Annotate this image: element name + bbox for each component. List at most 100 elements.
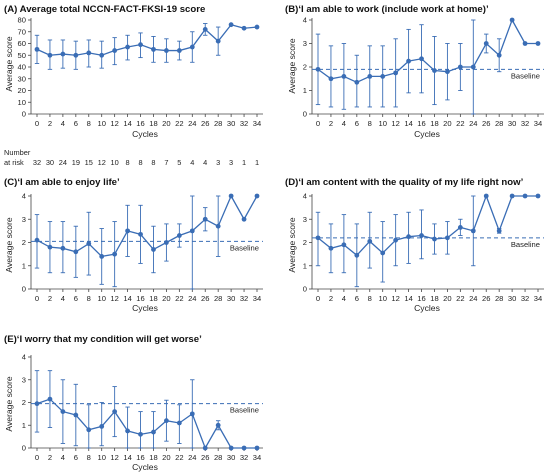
panel-c-ytick-label: 3 — [22, 215, 26, 224]
panel-c-xtick-label: 34 — [253, 294, 261, 303]
panel-a-xtick-label: 4 — [61, 119, 65, 128]
panel-c-xtick-label: 6 — [74, 294, 78, 303]
panel-b-ytick-label: 0 — [303, 110, 307, 119]
panel-d-xtick-label: 0 — [316, 294, 320, 303]
panel-b-data-point — [354, 79, 360, 85]
panel-b-xtick-label: 4 — [342, 119, 346, 128]
panel-e-data-point — [228, 445, 234, 451]
panel-d-xtick-label: 26 — [482, 294, 490, 303]
panel-e-data-point — [86, 427, 92, 433]
risk-value: 19 — [72, 158, 80, 167]
panel-b-data-point — [393, 70, 399, 76]
panel-d-xlabel: Cycles — [414, 303, 440, 313]
risk-value: 8 — [138, 158, 142, 167]
panel-e-data-point — [215, 422, 221, 428]
panel-d-data-point — [380, 250, 386, 256]
panel-d-data-point — [419, 233, 424, 238]
panel-a-xtick-label: 18 — [149, 119, 157, 128]
panel-d-data-point — [367, 238, 373, 244]
panel-c-xtick-label: 16 — [136, 294, 144, 303]
panel-d-xtick-label: 12 — [391, 294, 399, 303]
panel-e-data-point — [125, 428, 130, 434]
panel-c-xlabel: Cycles — [132, 303, 158, 313]
risk-value: 1 — [242, 158, 246, 167]
panel-d-series-line — [317, 194, 538, 257]
panel-a-ytick-label: 80 — [18, 16, 26, 25]
panel-a-ytick-label: 30 — [18, 74, 26, 83]
risk-value: 24 — [59, 158, 67, 167]
panel-e-data-point — [254, 445, 260, 451]
risk-table: 32 30 24 19 15 12 10 8 8 8 7 5 4 4 3 3 1 1 — [33, 158, 259, 167]
panel-a-xtick-label: 16 — [136, 119, 144, 128]
panel-a-ytick-label: 40 — [18, 63, 26, 72]
panel-d-xtick-label: 28 — [495, 294, 503, 303]
risk-value: 7 — [164, 158, 168, 167]
panel-e-data-point — [176, 420, 182, 426]
panel-a-ytick-label: 60 — [18, 39, 26, 48]
panel-a-ytick-label: 20 — [18, 86, 26, 95]
panel-b-xtick-label: 2 — [329, 119, 333, 128]
panel-b-data-point — [341, 74, 347, 79]
panel-c-data-point — [176, 233, 182, 238]
panel-d: (D)‘I am content with the quality of my … — [285, 177, 544, 313]
panel-b-data-point — [406, 58, 411, 64]
panel-e-xtick-label: 8 — [87, 453, 91, 462]
panel-c-data-point — [228, 193, 234, 199]
panel-b-xtick-label: 30 — [508, 119, 516, 128]
panel-c-xtick-label: 18 — [149, 294, 157, 303]
panel-d-data-point — [522, 193, 528, 199]
panel-d-xtick-label: 30 — [508, 294, 516, 303]
panel-a-xtick-label: 6 — [74, 119, 78, 128]
risk-value: 3 — [229, 158, 233, 167]
panel-d-title: (D)‘I am content with the quality of my … — [285, 177, 524, 188]
panel-b-xtick-label: 24 — [469, 119, 477, 128]
panel-a-xtick-label: 2 — [48, 119, 52, 128]
panel-d-ytick-label: 4 — [303, 192, 307, 201]
panel-c-xtick-label: 26 — [201, 294, 209, 303]
panel-c-ytick-label: 0 — [22, 285, 26, 294]
panel-a-data-point — [138, 42, 143, 48]
panel-d-xtick-label: 8 — [368, 294, 372, 303]
panel-a-xtick-label: 12 — [110, 119, 118, 128]
panel-a: (A) Average total NCCN-FACT-FKSI-19 scor… — [4, 4, 263, 167]
panel-c-data-point — [60, 245, 66, 251]
panel-e-xtick-label: 6 — [74, 453, 78, 462]
panel-b-ytick-label: 3 — [303, 39, 307, 48]
panel-e-xlabel: Cycles — [132, 462, 158, 472]
panel-b-xtick-label: 14 — [404, 119, 412, 128]
panel-a-data-point — [176, 48, 182, 53]
panel-e-xtick-label: 30 — [227, 453, 235, 462]
risk-value: 15 — [85, 158, 93, 167]
panel-a-xlabel: Cycles — [132, 129, 158, 139]
panel-c-xtick-label: 8 — [87, 294, 91, 303]
panel-b-xlabel: Cycles — [414, 129, 440, 139]
panel-d-data-point — [509, 193, 515, 199]
panel-d-xtick-label: 18 — [430, 294, 438, 303]
panel-a-data-point — [99, 52, 105, 58]
panel-a-xtick-label: 10 — [97, 119, 105, 128]
panel-e-xtick-label: 0 — [35, 453, 39, 462]
panel-b-xtick-label: 34 — [534, 119, 542, 128]
panel-c-data-point — [47, 244, 53, 250]
panel-b-xtick-label: 16 — [417, 119, 425, 128]
panel-c-data-point — [73, 249, 79, 255]
risk-label-line2: at risk — [4, 158, 24, 167]
panel-e-title: (E)‘I worry that my condition will get w… — [4, 334, 202, 345]
panel-d-xtick-label: 14 — [404, 294, 412, 303]
panel-c-xtick-label: 22 — [175, 294, 183, 303]
panel-a-data-point — [60, 51, 66, 57]
risk-value: 12 — [98, 158, 106, 167]
panel-d-baseline-label: Baseline — [511, 240, 540, 249]
panel-a-xtick-label: 14 — [123, 119, 131, 128]
panel-d-xtick-label: 24 — [469, 294, 477, 303]
panel-e-ytick-label: 0 — [22, 444, 26, 453]
panel-a-data-point — [47, 52, 53, 58]
panel-d-xtick-label: 2 — [329, 294, 333, 303]
panel-b-data-point — [380, 74, 386, 79]
panel-a-data-point — [228, 22, 234, 28]
panel-c-ytick-label: 1 — [22, 261, 26, 270]
